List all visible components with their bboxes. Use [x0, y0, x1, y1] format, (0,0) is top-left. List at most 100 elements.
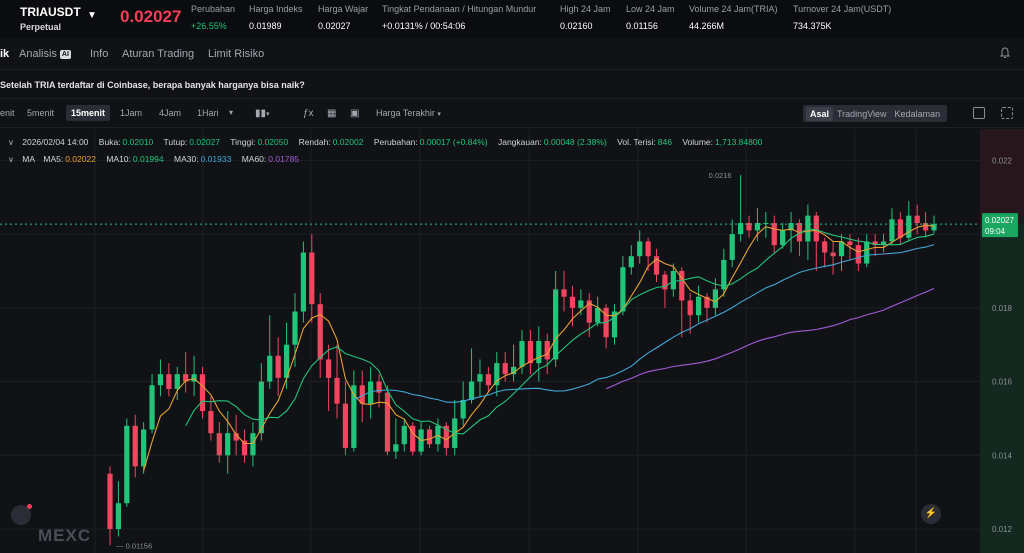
candle-body	[569, 296, 576, 308]
candle-body	[326, 359, 332, 378]
view-tradingview[interactable]: TradingView	[837, 108, 887, 119]
stat-funding-rate[interactable]: Tingkat Pendanaan / Hitungan Mundur +0.0…	[382, 4, 536, 31]
candle-body	[536, 341, 542, 364]
candle-body	[149, 385, 155, 430]
stat-label: Harga Wajar	[318, 4, 369, 14]
stat-value: +0.0131% / 00:54:06	[382, 21, 466, 31]
legend-ma10: 0.01994	[132, 154, 164, 164]
chevron-down-icon[interactable]: ∨	[8, 138, 14, 147]
y-tick-label: 0.012	[992, 525, 1013, 534]
candle-body	[906, 215, 912, 238]
last-price-label-bg	[982, 213, 1018, 238]
legend-low: 0.02002	[332, 137, 364, 147]
candle-body	[477, 374, 483, 382]
timeframe-1m[interactable]: enit	[0, 108, 15, 118]
tab-analysis-label: Analisis	[19, 48, 57, 60]
legend-key: MA30:	[174, 154, 199, 164]
layout-grid-icon[interactable]: ▦	[327, 108, 337, 119]
candle-body	[502, 363, 508, 375]
tab-trading-rules[interactable]: Aturan Trading	[122, 48, 195, 60]
window-icon[interactable]	[973, 107, 985, 119]
stat-label: High 24 Jam	[560, 4, 611, 14]
candle-body	[359, 385, 365, 404]
camera-icon[interactable]: ▣	[350, 108, 360, 119]
candle-body	[586, 300, 592, 323]
legend-open: 0.02010	[122, 137, 154, 147]
candle-body	[721, 259, 727, 290]
candle-body	[628, 256, 634, 268]
candle-body	[166, 374, 172, 389]
y-tick-label: 0.022	[992, 156, 1013, 165]
candle-body	[191, 374, 197, 382]
candle-body	[637, 241, 643, 257]
candle-body	[729, 234, 735, 260]
legend-key: Tutup:	[163, 137, 188, 147]
stat-label: Tingkat Pendanaan / Hitungan Mundur	[382, 4, 537, 14]
candle-body	[376, 381, 382, 393]
tab-chart[interactable]: ik	[0, 48, 10, 60]
ma-legend: ∨ MA MA5: 0.02022 MA10: 0.01994 MA30: 0.019…	[8, 154, 307, 164]
candle-body	[527, 341, 534, 364]
candle-body	[510, 366, 517, 375]
ma-title[interactable]: MA	[22, 154, 35, 164]
tab-analysis[interactable]: Analisis AI	[19, 48, 71, 60]
tab-info[interactable]: Info	[90, 48, 109, 60]
candle-body	[317, 304, 323, 360]
timeframe-1d[interactable]: 1Hari	[197, 108, 219, 118]
legend-key: MA60:	[241, 154, 267, 164]
symbol-name[interactable]: TRIAUSDT	[20, 5, 81, 19]
legend-ma60: 0.01785	[268, 154, 299, 164]
candle-body	[687, 300, 693, 316]
contract-type: Perpetual	[20, 22, 62, 32]
fullscreen-icon[interactable]	[1001, 107, 1013, 119]
countdown-label: 09:04	[985, 227, 1006, 236]
candle-body	[426, 429, 433, 445]
view-depth[interactable]: Kedalaman	[894, 108, 941, 119]
candle-body	[115, 503, 122, 530]
lightning-icon[interactable]: ⚡	[921, 504, 941, 524]
legend-high: 0.02050	[257, 137, 289, 147]
chart-area[interactable]: 0.0220.0200.0180.0160.0140.0120.0202709:…	[0, 129, 1024, 553]
price-source-label: Harga Terakhir	[376, 108, 435, 118]
candle-body	[897, 219, 903, 238]
chart-view-switch: Asal TradingView Kedalaman	[803, 105, 948, 122]
timeframe-5m[interactable]: 5menit	[27, 108, 55, 118]
candle-body	[880, 241, 887, 246]
candle-body	[679, 270, 685, 301]
symbol-selector[interactable]: TRIAUSDT Perpetual	[20, 5, 81, 32]
candle-body	[889, 219, 895, 242]
legend-ma5: 0.02022	[65, 154, 96, 164]
timeframe-4h[interactable]: 4Jam	[159, 108, 182, 118]
drawing-tools-button[interactable]	[11, 504, 32, 525]
timeframe-1h[interactable]: 1Jam	[120, 108, 143, 118]
ai-question-text[interactable]: Setelah TRIA terdaftar di Coinbase, bera…	[0, 80, 305, 90]
bell-icon[interactable]	[1000, 47, 1010, 59]
stat-value: 0.02160	[560, 21, 593, 31]
legend-key: Tinggi:	[230, 137, 256, 147]
timeframe-caret-icon[interactable]: ▾	[229, 108, 234, 117]
stat-label: Turnover 24 Jam(USDT)	[793, 4, 892, 14]
candle-body	[578, 300, 584, 308]
ai-question-bar[interactable]: Setelah TRIA terdaftar di Coinbase, bera…	[0, 71, 1024, 99]
candle-body	[847, 241, 853, 246]
candlestick-chart[interactable]: 0.0220.0200.0180.0160.0140.0120.0202709:…	[0, 129, 1024, 553]
caret-down-icon[interactable]: ▼	[87, 10, 97, 21]
candle-body	[468, 381, 475, 400]
ticker-bar: TRIAUSDT Perpetual ▼ 0.02027 Perubahan +…	[0, 0, 1024, 38]
candle-body	[595, 307, 601, 323]
candle-body	[670, 270, 676, 290]
price-source-dropdown[interactable]: Harga Terakhir ▾	[376, 108, 441, 118]
stat-index-price: Harga Indeks 0.01989	[249, 4, 303, 31]
candle-body	[141, 429, 147, 467]
indicator-icon[interactable]: ƒx	[303, 108, 314, 119]
stat-value: 734.375K	[793, 21, 832, 31]
timeframe-15m[interactable]: 15menit	[66, 105, 111, 121]
view-original[interactable]: Asal	[806, 106, 834, 121]
ma30-line	[353, 244, 935, 403]
stat-value: 0.01156	[626, 21, 658, 31]
chevron-down-icon[interactable]: ∨	[8, 155, 14, 164]
ohlc-legend: ∨ 2026/02/04 14:00 Buka: 0.02010 Tutup: 0.…	[8, 137, 770, 147]
legend-close: 0.02027	[189, 137, 221, 147]
candle-type-icon[interactable]: ▮▮▾	[255, 108, 270, 119]
tab-risk-limit[interactable]: Limit Risiko	[208, 48, 265, 60]
